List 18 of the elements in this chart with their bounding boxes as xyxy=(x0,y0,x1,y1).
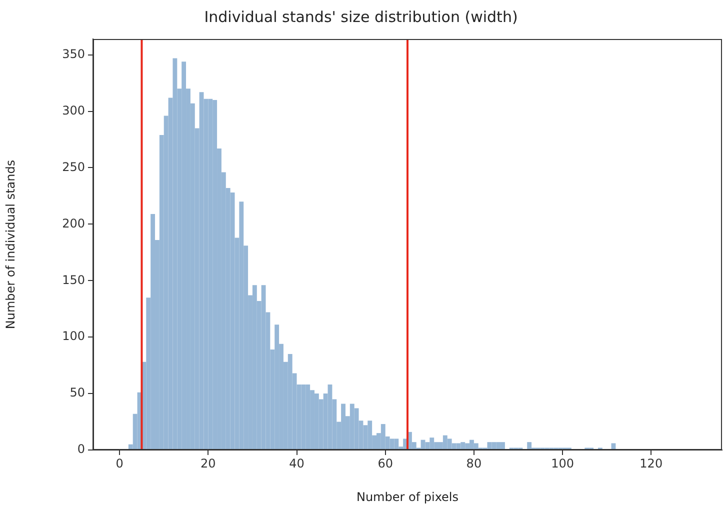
x-tick-label: 80 xyxy=(466,456,482,470)
y-axis-title: Number of individual stands xyxy=(3,160,18,330)
y-tick-label: 50 xyxy=(70,386,85,400)
y-tick-label: 300 xyxy=(62,103,85,118)
x-tick-label: 120 xyxy=(640,456,663,470)
x-axis-title: Number of pixels xyxy=(356,490,459,504)
y-tick-label: 100 xyxy=(62,329,85,344)
y-tick-label: 150 xyxy=(62,272,85,287)
x-tick-label: 100 xyxy=(551,456,574,470)
x-tick-label: 0 xyxy=(116,456,124,470)
x-tick-label: 20 xyxy=(200,456,216,470)
y-tick-label: 350 xyxy=(62,46,85,61)
y-tick-label: 250 xyxy=(62,160,85,174)
y-tick-label: 200 xyxy=(62,216,85,230)
chart-title: Individual stands' size distribution (width) xyxy=(204,8,518,26)
x-tick-label: 40 xyxy=(289,456,304,470)
y-tick-label: 0 xyxy=(77,442,85,456)
x-tick-label: 60 xyxy=(378,456,393,470)
